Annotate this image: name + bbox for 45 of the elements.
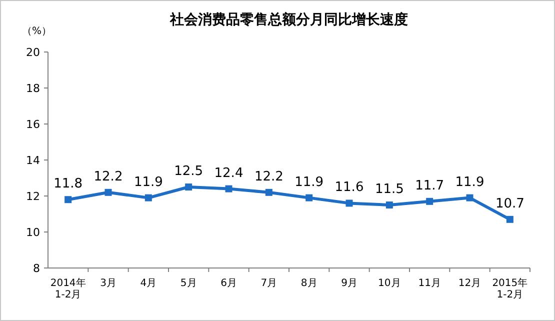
y-tick-label: 16 [26, 118, 40, 131]
x-tick-label: 9月 [341, 278, 358, 289]
data-label: 11.6 [334, 180, 364, 196]
point [144, 194, 152, 202]
y-tick-label: 12 [26, 190, 40, 203]
point [225, 185, 232, 192]
data-label: 11.9 [294, 174, 324, 190]
data-label: 11.7 [415, 178, 444, 194]
x-tick-label: 2014年 1-2月 [50, 277, 86, 300]
x-tick-label: 10月 [378, 278, 401, 289]
y-tick-label: 14 [26, 154, 40, 167]
point [306, 194, 313, 202]
data-label: 11.9 [455, 174, 484, 190]
point [506, 216, 514, 223]
y-tick-label: 18 [26, 82, 40, 95]
data-label: 11.9 [134, 174, 163, 190]
data-label: 12.2 [254, 169, 284, 184]
point [265, 188, 272, 196]
data-label: 11.5 [374, 182, 404, 197]
y-tick-label: 8 [33, 262, 40, 275]
data-label: 12.2 [94, 169, 123, 184]
x-tick-label: 6月 [220, 278, 237, 289]
data-label: 12.4 [214, 166, 244, 181]
y-tick-label: 10 [26, 226, 40, 239]
x-tick-label: 7月 [260, 278, 278, 289]
point [386, 202, 393, 208]
x-tick-label: 3月 [100, 278, 116, 289]
y-tick-label: 20 [26, 46, 40, 59]
data-label: 12.5 [174, 164, 204, 179]
x-tick-label: 5月 [180, 278, 197, 289]
x-tick-label: 11月 [418, 278, 441, 289]
data-label: 11.8 [54, 176, 83, 192]
x-tick-label: 8月 [300, 278, 318, 289]
point [104, 188, 112, 196]
x-tick-label: 12月 [458, 278, 482, 289]
point [346, 200, 353, 207]
point [64, 196, 72, 204]
point [426, 198, 434, 205]
x-tick-label: 4月 [140, 278, 157, 289]
point [185, 184, 192, 190]
y-axis-title: （%） [22, 26, 52, 37]
data-label: 10.7 [495, 196, 524, 212]
chart-title: 社会消费品零售总额分月同比增长速度 [169, 11, 408, 28]
point [466, 194, 474, 202]
x-tick-label: 2015年 1-2月 [492, 277, 528, 300]
